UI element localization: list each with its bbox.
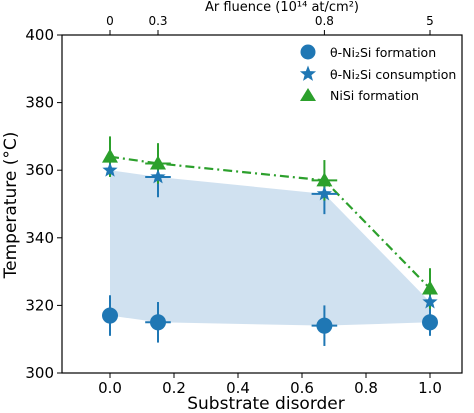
y-tick-label: 320 [25,296,54,314]
y-tick-label: 300 [25,364,54,382]
top-axis-label: Ar fluence (10¹⁴ at/cm²) [205,0,359,15]
y-axis-label: Temperature (°C) [1,132,21,280]
data-point-circle [102,307,118,324]
data-point-star [150,168,166,184]
data-point-star [422,294,438,309]
legend: θ-Ni₂Si formation θ-Ni₂Si consumption Ni… [299,44,456,103]
data-point-triangle [422,280,438,295]
data-point-triangle [150,155,166,170]
top-tick-label: 0.3 [148,14,167,28]
data-point-star [316,185,333,201]
plot-frame [61,34,463,374]
legend-label-nisi: NiSi formation [330,88,419,103]
x-axis-label: Substrate disorder [187,394,345,413]
shaded-region [110,170,430,326]
data-point-triangle [102,148,118,163]
x-tick-label: 0.0 [98,379,122,397]
x-tick-label: 0.4 [226,379,250,397]
top-tick-label: 0.8 [315,14,334,28]
y-tick-label: 380 [25,94,54,112]
nisi-trend-line [109,155,431,290]
legend-marker-circle [300,44,316,60]
legend-label-consumption: θ-Ni₂Si consumption [330,67,456,82]
top-tick-label: 0 [106,14,114,28]
x-tick-label: 0.8 [354,379,378,397]
top-tick-label: 5 [426,14,434,28]
plot-area: 0.0 0.2 0.4 0.6 0.8 1.0 300 320 340 360 380 400 0 0.3… [25,14,463,397]
legend-marker-triangle [300,88,316,101]
x-tick-label: 0.2 [162,379,186,397]
legend-label-formation: θ-Ni₂Si formation [330,45,436,60]
x-tick-label: 1.0 [418,379,442,397]
data-point-star [102,162,118,177]
data-point-circle [422,314,438,331]
y-tick-label: 360 [25,161,54,179]
data-point-circle [150,314,166,331]
data-point-circle [316,317,333,334]
data-point-triangle [316,172,333,187]
x-tick-label: 0.6 [290,379,314,397]
y-tick-label: 400 [25,26,54,44]
y-tick-label: 340 [25,229,54,247]
legend-marker-star [299,65,317,81]
